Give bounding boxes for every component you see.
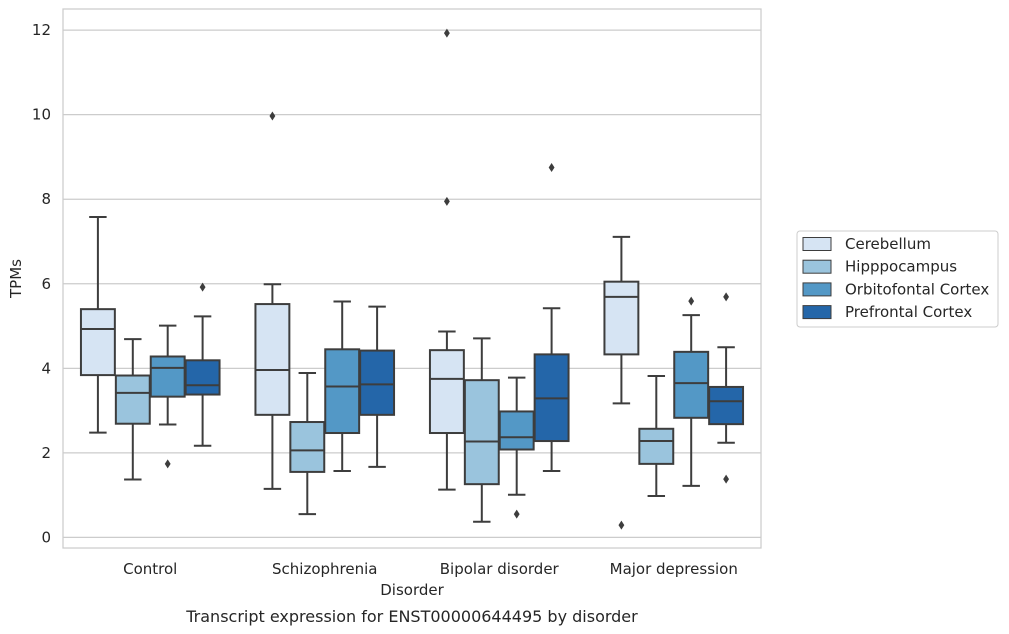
x-tick-label-control: Control	[123, 560, 177, 578]
box-series	[79, 28, 745, 530]
box-body	[708, 385, 745, 426]
legend: Cerebellum Hipppocampus Orbitofontal Corte…	[796, 230, 999, 328]
box-prefrontal-cortex-schizophrenia	[359, 305, 396, 468]
outlier-point	[548, 163, 555, 173]
outlier-point	[723, 292, 730, 302]
outlier-point	[723, 474, 730, 484]
y-tick-label-8: 8	[41, 190, 51, 208]
y-tick-label-12: 12	[32, 21, 51, 39]
box-body	[289, 421, 326, 473]
y-axis-label: TPMs	[7, 259, 25, 299]
box-body	[184, 359, 221, 396]
series-hipppocampus	[114, 337, 675, 523]
box-body	[673, 350, 710, 419]
plot-frame	[62, 8, 762, 549]
x-tick-label-major-depression: Major depression	[610, 560, 738, 578]
box-hipppocampus-major-depression	[638, 374, 675, 498]
series-cerebellum	[79, 28, 640, 530]
box-body	[324, 348, 361, 435]
y-tick-label-4: 4	[41, 359, 51, 377]
box-body	[114, 374, 151, 425]
legend-frame	[796, 230, 999, 328]
outlier-point	[269, 111, 276, 121]
y-tick-label-2: 2	[41, 444, 51, 462]
box-body	[359, 349, 396, 416]
legend-swatch-cerebellum	[802, 237, 832, 251]
y-tick-labels: 0 2 4 6 8 10 12	[32, 21, 51, 546]
figure-caption: Transcript expression for ENST0000064449…	[185, 607, 638, 626]
box-prefrontal-cortex-bipolar-disorder	[533, 163, 570, 473]
y-tick-label-0: 0	[41, 528, 51, 546]
outlier-point	[443, 28, 450, 38]
box-orbitofontal-cortex-control	[149, 324, 186, 469]
outlier-point	[618, 520, 625, 530]
legend-swatch-prefrontal-cortex	[802, 305, 832, 320]
outlier-point	[688, 296, 695, 306]
outlier-point	[513, 509, 520, 519]
box-orbitofontal-cortex-bipolar-disorder	[498, 376, 535, 519]
box-body	[603, 280, 640, 356]
box-body	[498, 410, 535, 451]
box-body	[254, 303, 291, 416]
legend-label-hipppocampus: Hipppocampus	[845, 258, 957, 276]
x-tick-labels: Control Schizophrenia Bipolar disorder Majo…	[123, 560, 738, 578]
legend-swatch-hipppocampus	[802, 259, 832, 274]
legend-label-prefrontal-cortex: Prefrontal Cortex	[845, 303, 972, 321]
x-tick-label-bipolar-disorder: Bipolar disorder	[440, 560, 560, 578]
outlier-point	[443, 196, 450, 206]
x-axis-label: Disorder	[380, 581, 444, 599]
box-hipppocampus-schizophrenia	[289, 371, 326, 516]
outlier-point	[199, 282, 206, 292]
box-body	[638, 427, 675, 465]
box-cerebellum-schizophrenia	[254, 111, 291, 490]
legend-swatch-orbitofontal-cortex	[802, 282, 832, 297]
x-tick-label-schizophrenia: Schizophrenia	[272, 560, 377, 578]
box-body	[149, 355, 186, 398]
outlier-point	[164, 459, 171, 469]
legend-label-cerebellum: Cerebellum	[845, 235, 931, 253]
box-body	[79, 308, 116, 377]
box-prefrontal-cortex-major-depression	[708, 292, 745, 484]
box-cerebellum-bipolar-disorder	[428, 28, 465, 491]
box-cerebellum-control	[79, 215, 116, 434]
box-orbitofontal-cortex-major-depression	[673, 296, 710, 487]
box-orbitofontal-cortex-schizophrenia	[324, 300, 361, 473]
box-cerebellum-major-depression	[603, 235, 640, 530]
box-hipppocampus-bipolar-disorder	[463, 337, 500, 523]
y-tick-label-10: 10	[32, 106, 51, 124]
y-tick-label-6: 6	[41, 275, 51, 293]
series-prefrontal-cortex	[184, 163, 745, 484]
box-body	[463, 379, 500, 486]
box-hipppocampus-control	[114, 338, 151, 481]
series-orbitofontal-cortex	[149, 296, 710, 519]
box-prefrontal-cortex-control	[184, 282, 221, 447]
box-body	[428, 349, 465, 435]
legend-label-orbitofontal-cortex: Orbitofontal Cortex	[845, 280, 989, 298]
